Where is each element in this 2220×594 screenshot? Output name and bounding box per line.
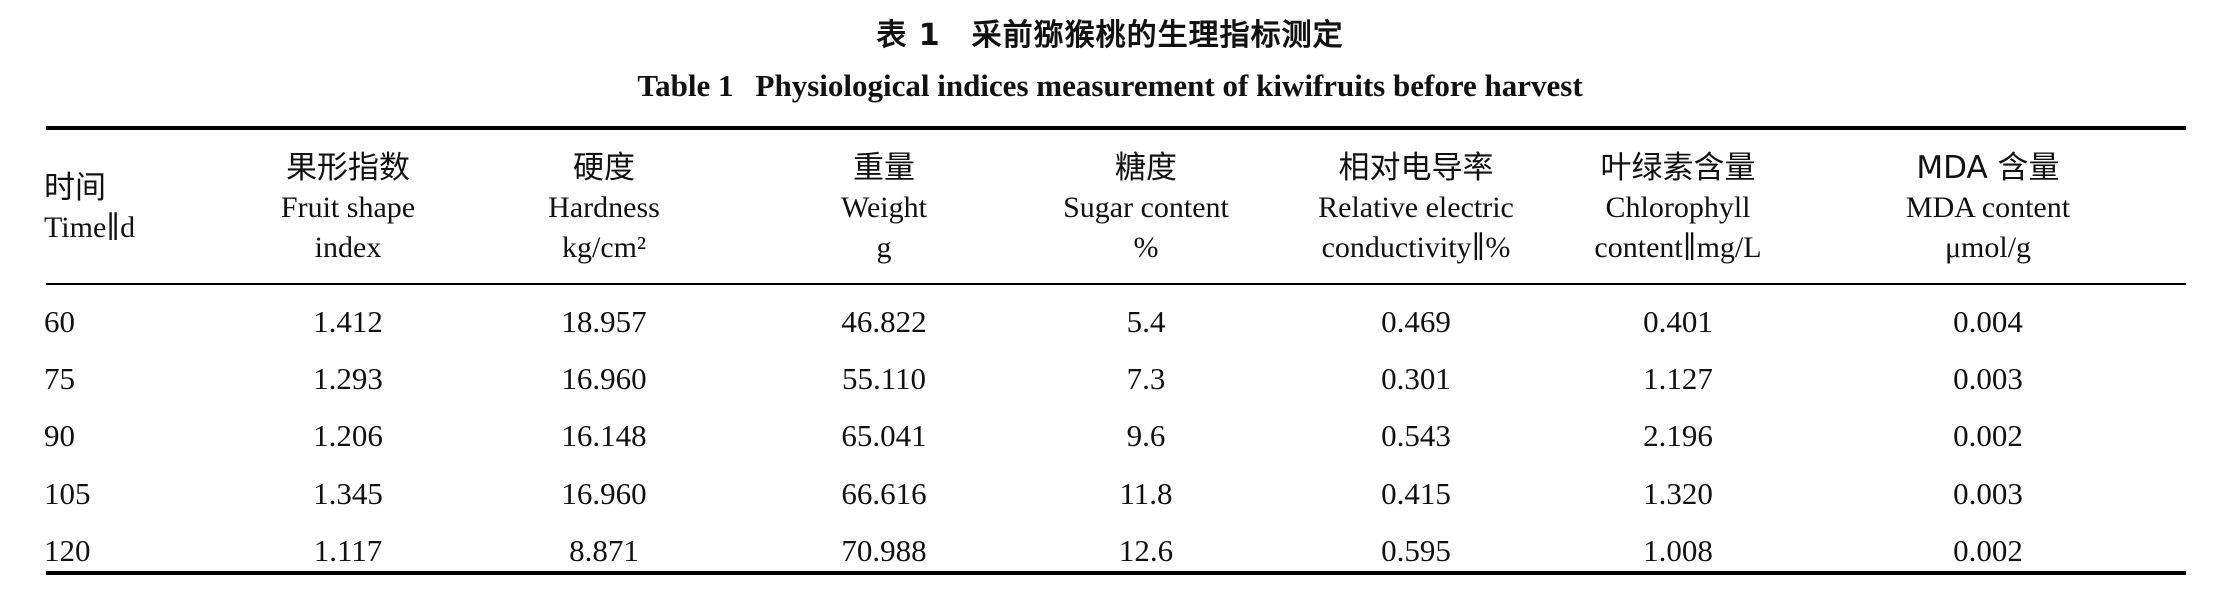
- cell-fruit-shape-index: 1.117: [313, 533, 383, 568]
- column-header-sugar-content: 糖度 Sugar content%: [996, 148, 1296, 268]
- table-row: 60 1.412 18.957 46.822 5.4 0.469 0.401 0.004: [0, 293, 2220, 350]
- column-header-en: Fruit shape: [280, 191, 416, 224]
- column-header-en: kg/cm²: [562, 231, 646, 264]
- cell-mda: 0.003: [1953, 476, 2023, 511]
- cell-weight: 66.616: [841, 476, 927, 511]
- cell-time: 60: [44, 304, 75, 339]
- column-header-chlorophyll: 叶绿素含量 Chlorophyll content∥mg/L: [1528, 148, 1828, 268]
- column-header-en: content∥mg/L: [1594, 231, 1762, 264]
- column-header-cn: 叶绿素含量: [1600, 150, 1756, 186]
- cell-chlorophyll: 1.127: [1643, 361, 1713, 396]
- column-header-weight: 重量 Weight g: [734, 148, 1034, 268]
- cell-hardness: 16.960: [561, 361, 647, 396]
- cell-relative-conductivity: 0.469: [1381, 304, 1451, 339]
- column-header-en: Weight: [841, 191, 927, 224]
- cell-weight: 55.110: [841, 361, 927, 396]
- column-header-en: μmol/g: [1944, 231, 2032, 264]
- cell-fruit-shape-index: 1.206: [313, 418, 383, 453]
- cell-mda: 0.002: [1953, 418, 2023, 453]
- cell-hardness: 16.960: [561, 476, 647, 511]
- column-header-fruit-shape-index: 果形指数 Fruit shape index: [198, 148, 498, 268]
- column-header-time: 时间 Time∥d: [44, 168, 135, 248]
- cell-fruit-shape-index: 1.412: [313, 304, 383, 339]
- cell-sugar-content: 9.6: [1126, 418, 1166, 453]
- column-header-hardness: 硬度 Hardness kg/cm²: [454, 148, 754, 268]
- cell-mda: 0.004: [1953, 304, 2023, 339]
- column-header-cn: 相对电导率: [1338, 150, 1494, 186]
- table-title: Physiological indices measurement of kiw…: [755, 68, 1583, 103]
- cell-sugar-content: 11.8: [1119, 476, 1173, 511]
- table-caption-english: Table 1 Physiological indices measurement…: [0, 68, 2220, 104]
- cell-weight: 70.988: [841, 533, 927, 568]
- column-header-mda: MDA 含量 MDA content μmol/g: [1838, 148, 2138, 268]
- cell-hardness: 18.957: [561, 304, 647, 339]
- column-header-en: MDA content: [1905, 191, 2071, 224]
- cell-time: 120: [44, 533, 91, 568]
- header-rule: [46, 283, 2186, 285]
- top-rule: [46, 126, 2186, 130]
- table-row: 120 1.117 8.871 70.988 12.6 0.595 1.008 0.002: [0, 522, 2220, 579]
- cell-weight: 46.822: [841, 304, 927, 339]
- table-row: 90 1.206 16.148 65.041 9.6 0.543 2.196 0.002: [0, 407, 2220, 464]
- column-header-cn: MDA 含量: [1916, 150, 2060, 186]
- column-header-en: conductivity∥%: [1321, 231, 1511, 264]
- column-header-en: g: [876, 231, 892, 264]
- cell-relative-conductivity: 0.415: [1381, 476, 1451, 511]
- cell-fruit-shape-index: 1.293: [313, 361, 383, 396]
- cell-relative-conductivity: 0.301: [1381, 361, 1451, 396]
- cell-hardness: 8.871: [569, 533, 639, 568]
- cell-fruit-shape-index: 1.345: [313, 476, 383, 511]
- cell-relative-conductivity: 0.595: [1381, 533, 1451, 568]
- cell-relative-conductivity: 0.543: [1381, 418, 1451, 453]
- column-header-en: Hardness: [548, 191, 660, 224]
- cell-chlorophyll: 2.196: [1643, 418, 1713, 453]
- column-header-en: Sugar content: [1063, 191, 1229, 224]
- cell-chlorophyll: 0.401: [1643, 304, 1713, 339]
- column-header-en: Relative electric: [1318, 191, 1514, 224]
- column-header-relative-conductivity: 相对电导率 Relative electric conductivity∥%: [1266, 148, 1566, 268]
- table-caption-chinese: 表 1 采前猕猴桃的生理指标测定: [876, 18, 1344, 53]
- table-number: Table 1: [637, 68, 734, 103]
- cell-weight: 65.041: [841, 418, 927, 453]
- column-header-cn: 硬度: [573, 150, 635, 186]
- cell-chlorophyll: 1.008: [1643, 533, 1713, 568]
- column-header-cn: 时间: [44, 170, 106, 206]
- cell-chlorophyll: 1.320: [1643, 476, 1713, 511]
- cell-sugar-content: 12.6: [1118, 533, 1174, 568]
- cell-sugar-content: 7.3: [1126, 361, 1166, 396]
- cell-sugar-content: 5.4: [1126, 304, 1166, 339]
- column-header-en: index: [314, 231, 382, 264]
- cell-time: 75: [44, 361, 75, 396]
- column-header-en: Chlorophyll: [1605, 191, 1751, 224]
- cell-hardness: 16.148: [561, 418, 647, 453]
- column-header-cn: 重量: [853, 150, 915, 186]
- column-header-en: Time∥d: [44, 211, 136, 244]
- column-header-en: %: [1133, 231, 1159, 264]
- table-row: 105 1.345 16.960 66.616 11.8 0.415 1.320 0.003: [0, 465, 2220, 522]
- column-header-cn: 果形指数: [286, 150, 410, 186]
- cell-mda: 0.002: [1953, 533, 2023, 568]
- cell-time: 90: [44, 418, 75, 453]
- cell-mda: 0.003: [1953, 361, 2023, 396]
- cell-time: 105: [44, 476, 91, 511]
- table-row: 75 1.293 16.960 55.110 7.3 0.301 1.127 0.003: [0, 350, 2220, 407]
- column-header-cn: 糖度: [1115, 150, 1177, 186]
- bottom-rule: [46, 571, 2186, 575]
